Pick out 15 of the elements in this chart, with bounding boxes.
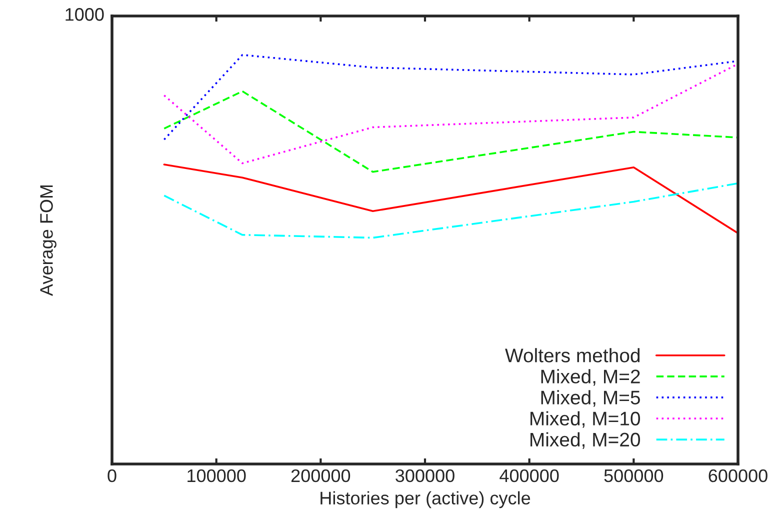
text: 1000: [66, 8, 104, 21]
x-tick-label: 300000: [396, 469, 454, 482]
y-axis-title: Average FOM: [40, 185, 56, 296]
x-tick-label: 500000: [604, 469, 664, 482]
legend-label: Mixed, M=2: [541, 369, 640, 386]
x-tick-label: 200000: [291, 469, 350, 482]
x-tick-label: 600000: [708, 469, 768, 482]
legend-label: Mixed, M=10: [530, 411, 640, 428]
x-axis-title: Histories per (active) cycle: [320, 491, 530, 508]
x-tick-label: 400000: [500, 469, 559, 482]
x-tick-label: 100000: [188, 469, 246, 482]
legend-label: Mixed, M=20: [530, 432, 640, 449]
x-tick-label: 0: [108, 469, 116, 482]
legend-label: Wolters method: [505, 348, 640, 362]
legend-label: Mixed, M=5: [541, 390, 640, 407]
